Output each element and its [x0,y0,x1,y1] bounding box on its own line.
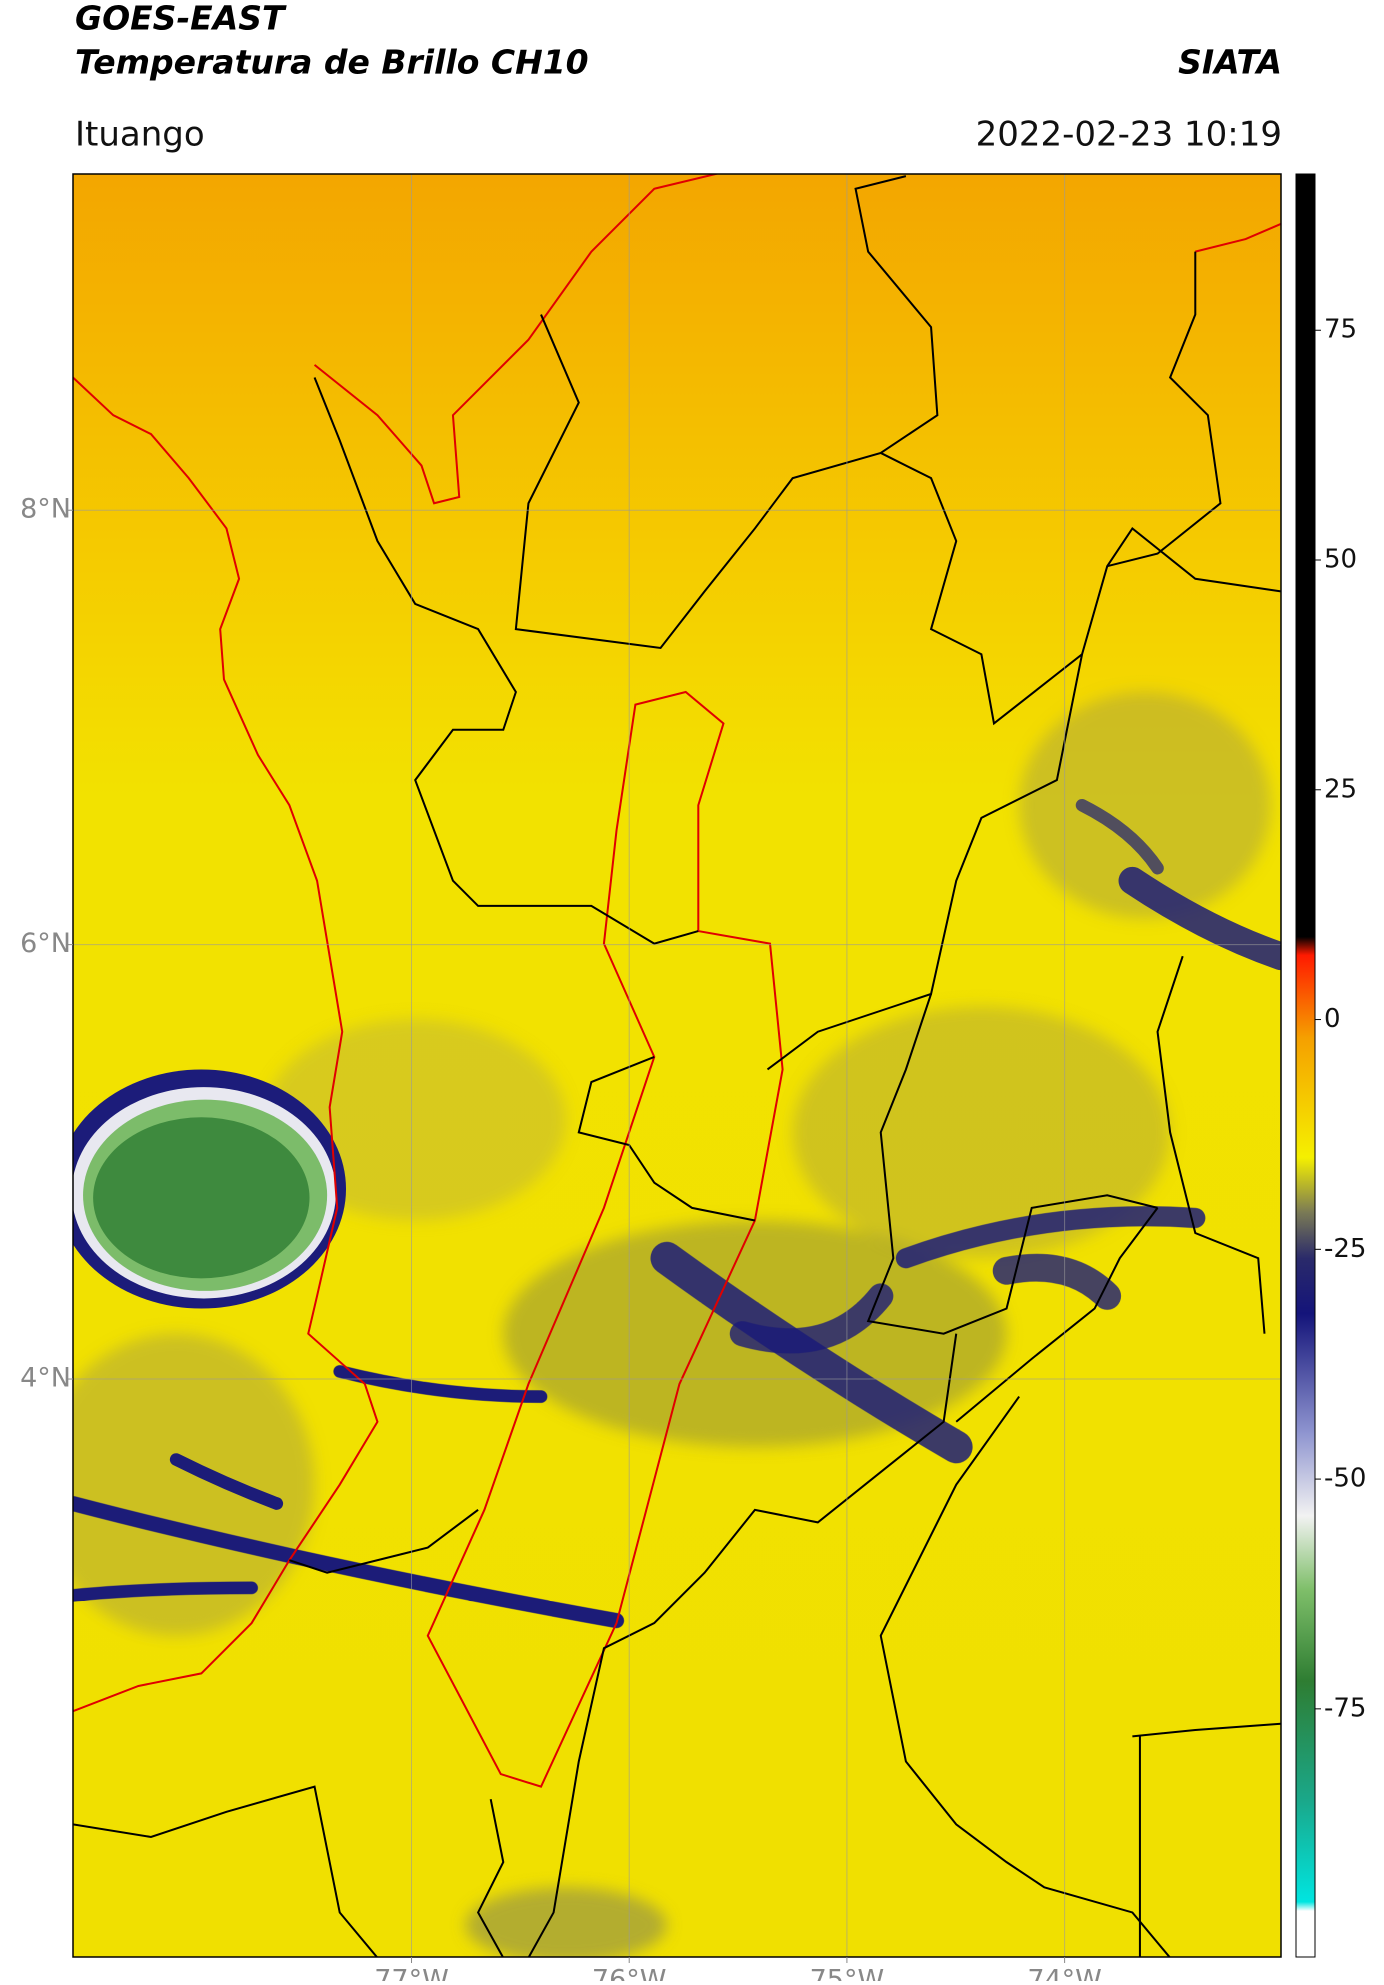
x-tick-label: 76°W [592,1965,667,1982]
x-tick-label: 77°W [374,1965,449,1982]
colorbar-tick-label: 25 [1324,774,1357,804]
x-tick-label: 74°W [1027,1965,1102,1982]
colorbar-tick-label: 75 [1324,315,1357,345]
colorbar-tick-label: 50 [1324,545,1357,575]
timestamp: 2022-02-23 10:19 [976,115,1282,155]
map-frame [72,173,1282,1958]
y-tick-label: 6°N [20,928,71,959]
colorbar [1295,173,1316,1958]
y-tick-label: 4°N [20,1363,71,1394]
colorbar-tick-label: -25 [1324,1234,1366,1264]
convective-cell [73,1069,346,1309]
colorbar-tick-label: -75 [1324,1693,1366,1723]
colorbar-tick-label: -50 [1324,1464,1366,1494]
subtitle: Temperatura de Brillo CH10 [75,43,589,82]
location: Ituango [75,115,205,155]
x-tick-label: 75°W [810,1965,885,1982]
watershed [426,690,784,1788]
borders [73,175,1281,1957]
y-tick-label: 8°N [20,494,71,525]
map-area [73,174,1281,1957]
cold-bands [73,798,1281,1629]
source: SIATA [1178,43,1282,82]
title: GOES-EAST [75,0,287,38]
colorbar-tick-label: 0 [1324,1004,1341,1034]
